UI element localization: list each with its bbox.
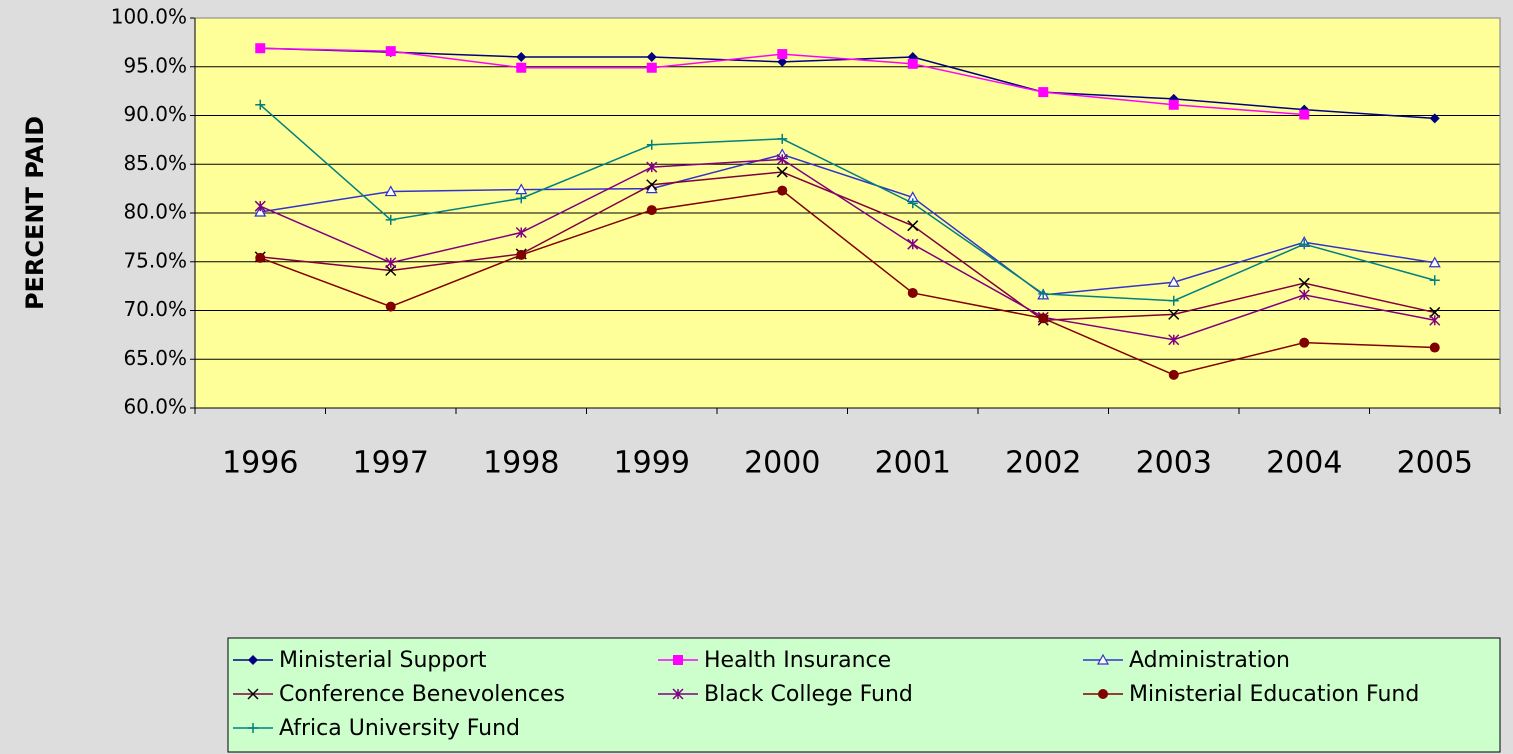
marker bbox=[254, 205, 267, 217]
y-tick-label: 80.0% bbox=[123, 200, 187, 224]
legend-label: Africa University Fund bbox=[279, 716, 520, 741]
y-tick-label: 85.0% bbox=[123, 151, 187, 175]
marker bbox=[1168, 334, 1180, 346]
series-line bbox=[260, 153, 1435, 296]
x-tick-label: 1999 bbox=[614, 446, 690, 481]
marker bbox=[1168, 308, 1180, 320]
marker bbox=[1429, 314, 1441, 326]
x-tick-label: 2001 bbox=[875, 446, 951, 481]
marker bbox=[646, 52, 657, 62]
x-tick-label: 1996 bbox=[222, 446, 298, 481]
x-tick-label: 1997 bbox=[353, 446, 429, 481]
marker bbox=[672, 688, 684, 700]
marker bbox=[516, 62, 527, 73]
series-line bbox=[259, 189, 1435, 376]
marker bbox=[1168, 295, 1179, 306]
marker bbox=[385, 214, 396, 225]
x-tick-label: 2004 bbox=[1266, 446, 1342, 481]
series-line bbox=[260, 171, 1435, 322]
marker bbox=[515, 226, 527, 239]
marker bbox=[385, 301, 396, 312]
legend-label: Ministerial Education Fund bbox=[1129, 682, 1419, 707]
series-line bbox=[259, 104, 1435, 302]
marker bbox=[646, 62, 657, 73]
marker bbox=[247, 688, 259, 700]
legend-label: Health Insurance bbox=[704, 648, 891, 673]
marker bbox=[255, 252, 266, 263]
marker bbox=[907, 58, 918, 69]
y-tick-label: 90.0% bbox=[123, 102, 187, 126]
marker bbox=[1298, 289, 1310, 301]
x-tick-label: 2002 bbox=[1005, 446, 1081, 481]
marker bbox=[1299, 337, 1310, 348]
y-axis-label: PERCENT PAID bbox=[21, 116, 49, 310]
marker bbox=[1167, 275, 1180, 287]
x-tick-label: 2000 bbox=[744, 446, 820, 481]
marker bbox=[907, 220, 919, 232]
y-tick-label: 60.0% bbox=[123, 395, 187, 419]
marker bbox=[646, 179, 658, 191]
marker bbox=[1299, 109, 1310, 120]
marker bbox=[777, 49, 788, 60]
legend-label: Conference Benevolences bbox=[279, 682, 565, 707]
marker bbox=[248, 655, 258, 665]
marker bbox=[907, 238, 919, 250]
marker bbox=[776, 153, 788, 165]
legend-label: Ministerial Support bbox=[279, 648, 487, 673]
marker bbox=[646, 161, 658, 173]
marker bbox=[673, 655, 683, 665]
marker bbox=[1098, 689, 1108, 699]
marker bbox=[1299, 239, 1310, 250]
marker bbox=[907, 198, 918, 209]
marker bbox=[516, 52, 527, 62]
marker bbox=[1298, 277, 1310, 289]
series-line bbox=[259, 158, 1435, 341]
marker bbox=[777, 185, 788, 196]
marker bbox=[254, 200, 266, 212]
marker bbox=[646, 205, 657, 216]
marker bbox=[646, 139, 657, 150]
marker bbox=[1096, 653, 1110, 665]
x-tick-label: 2005 bbox=[1397, 446, 1473, 481]
legend-label: Black College Fund bbox=[704, 682, 913, 707]
marker bbox=[385, 257, 397, 269]
marker bbox=[777, 56, 788, 67]
marker bbox=[1038, 313, 1049, 324]
marker bbox=[1038, 288, 1049, 299]
x-tick-label: 2003 bbox=[1136, 446, 1212, 481]
marker bbox=[1429, 306, 1441, 318]
marker bbox=[385, 46, 396, 57]
legend bbox=[227, 637, 1501, 753]
marker bbox=[248, 723, 258, 733]
marker bbox=[384, 185, 397, 197]
marker bbox=[907, 287, 918, 298]
marker bbox=[516, 193, 527, 204]
marker bbox=[777, 133, 788, 144]
marker bbox=[1429, 275, 1440, 286]
legend-label: Administration bbox=[1129, 648, 1290, 673]
marker bbox=[255, 99, 266, 110]
marker bbox=[255, 43, 266, 54]
marker bbox=[385, 264, 397, 277]
marker bbox=[1168, 369, 1179, 380]
y-tick-label: 95.0% bbox=[123, 53, 187, 77]
y-tick-label: 100.0% bbox=[111, 5, 187, 29]
marker bbox=[1429, 342, 1440, 353]
marker bbox=[516, 249, 527, 260]
marker bbox=[1168, 99, 1179, 110]
marker bbox=[1428, 256, 1441, 268]
marker bbox=[776, 166, 788, 178]
y-tick-label: 65.0% bbox=[123, 346, 187, 370]
marker bbox=[1038, 87, 1049, 98]
x-tick-label: 1998 bbox=[483, 446, 559, 481]
marker bbox=[1429, 113, 1440, 124]
y-tick-label: 75.0% bbox=[123, 248, 187, 272]
y-tick-label: 70.0% bbox=[123, 297, 187, 321]
